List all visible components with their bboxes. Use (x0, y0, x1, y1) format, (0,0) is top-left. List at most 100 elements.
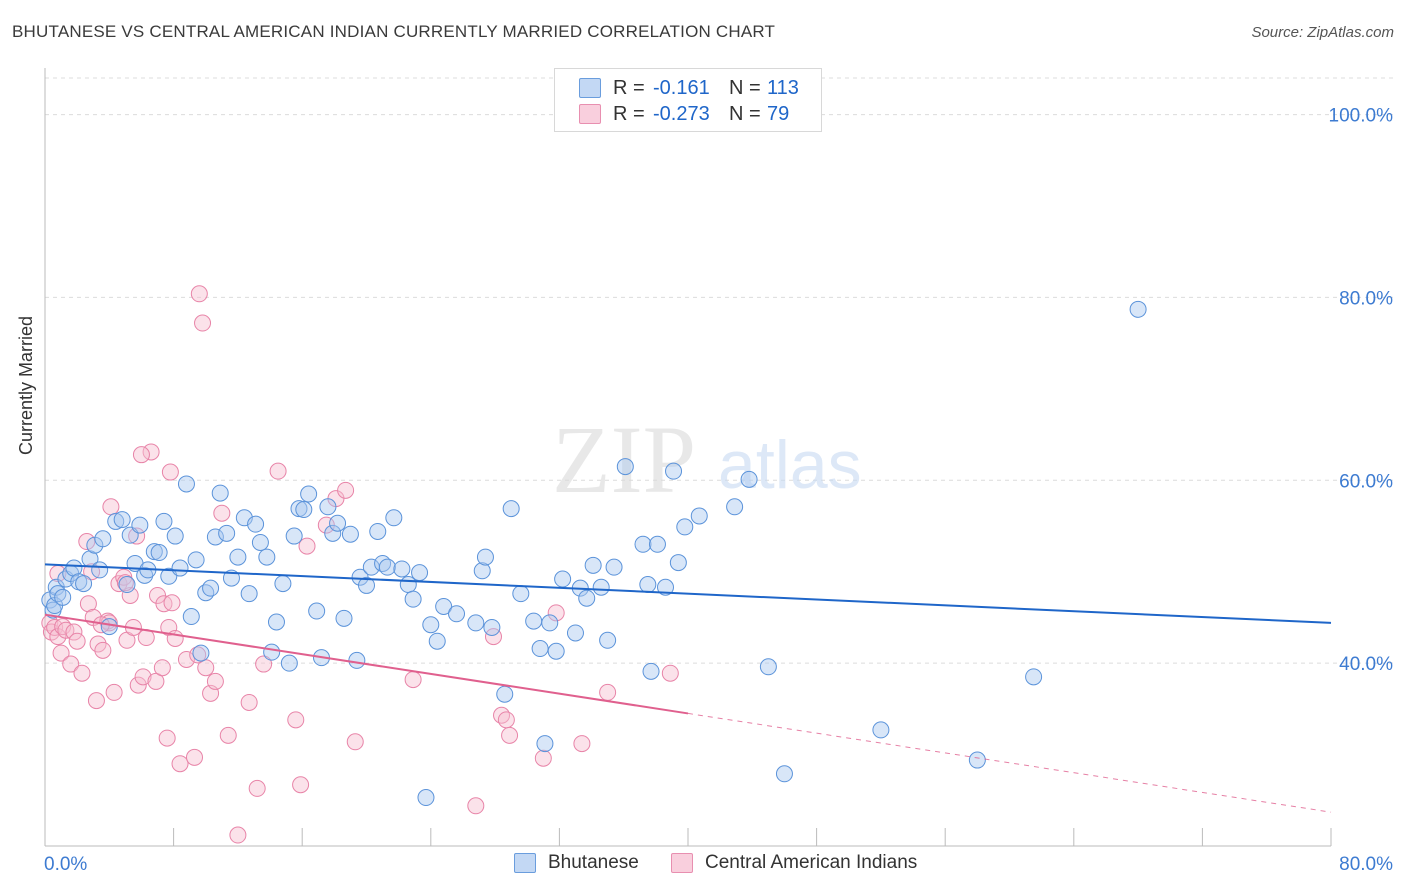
data-point (726, 498, 744, 516)
data-point (329, 514, 347, 532)
data-point (229, 826, 247, 844)
legend-n-value: 79 (767, 102, 790, 125)
data-point (759, 658, 777, 676)
data-point (348, 651, 366, 669)
trend-line-extension (687, 712, 1332, 813)
legend-r-label: R = (613, 76, 645, 99)
data-point (269, 462, 287, 480)
data-point (308, 602, 326, 620)
data-point (218, 524, 236, 542)
data-point (102, 498, 120, 516)
data-point (525, 612, 543, 630)
data-point (145, 543, 163, 561)
data-point (319, 498, 337, 516)
data-point (78, 533, 96, 551)
data-point (197, 584, 215, 602)
data-point (280, 654, 298, 672)
data-point (287, 711, 305, 729)
legend-row-central-american-indians: R = -0.273 N = 79 (555, 101, 789, 127)
x-tick-label: 0.0% (44, 854, 87, 875)
data-point (358, 576, 375, 594)
data-point (740, 470, 758, 488)
bottom-legend-label: Central American Indians (705, 852, 918, 873)
data-point (222, 569, 240, 587)
data-point (248, 779, 266, 797)
data-point (573, 735, 591, 753)
data-point (467, 797, 485, 815)
bottom-legend-bhutanese: Bhutanese (514, 852, 639, 874)
data-point (187, 551, 205, 569)
series-central-american-indians (41, 285, 679, 844)
data-point (775, 765, 793, 783)
data-point (107, 512, 125, 530)
legend-r-value: -0.161 (653, 76, 710, 99)
trend-line-central-american-indians (44, 613, 689, 715)
data-point (194, 314, 212, 332)
y-tick-label: 60.0% (1339, 471, 1393, 492)
legend-box: R = -0.161 N = 113 R = -0.273 N = 79 (554, 68, 822, 132)
data-point (422, 616, 440, 634)
data-point (68, 632, 86, 650)
data-point (341, 525, 359, 543)
data-point (467, 614, 485, 632)
data-point (263, 643, 281, 661)
data-point (337, 481, 355, 499)
data-point (476, 548, 494, 566)
data-point (648, 535, 666, 553)
data-point (54, 588, 72, 606)
data-point (642, 662, 660, 680)
data-point (404, 590, 422, 608)
y-tick-label: 100.0% (1329, 106, 1394, 127)
data-point (428, 632, 446, 650)
legend-n-label: N = (729, 76, 761, 99)
data-point (206, 528, 224, 546)
chart-source: Source: ZipAtlas.com (1251, 24, 1394, 41)
data-point (435, 597, 453, 615)
trend-lines (44, 563, 1332, 813)
data-point (177, 475, 195, 493)
legend-n-label: N = (729, 102, 761, 125)
data-point (634, 535, 652, 553)
data-point (91, 561, 109, 579)
data-point (129, 676, 147, 694)
data-point (52, 644, 70, 662)
data-point (385, 509, 403, 527)
data-point (605, 558, 623, 576)
bottom-legend-label: Bhutanese (548, 852, 639, 873)
data-point (229, 548, 247, 566)
watermark: ZIP atlas (552, 406, 862, 513)
data-point (292, 776, 310, 794)
data-point (65, 559, 83, 577)
data-point (592, 578, 610, 596)
data-point (656, 578, 674, 596)
data-point (251, 533, 269, 551)
data-point (171, 755, 189, 773)
data-point (274, 575, 292, 593)
data-point (132, 446, 150, 464)
data-point (417, 789, 435, 807)
data-point (240, 693, 258, 711)
data-point (121, 586, 139, 604)
data-point (206, 672, 224, 690)
data-point (483, 618, 501, 636)
data-point (171, 559, 189, 577)
data-point (335, 609, 353, 627)
data-point (346, 733, 364, 751)
data-point (136, 566, 154, 584)
data-point (285, 527, 303, 545)
data-point (393, 560, 411, 578)
data-point (547, 604, 565, 622)
data-point (94, 641, 112, 659)
bottom-legend-swatch-blue (514, 853, 536, 873)
data-point (369, 522, 387, 540)
data-point (65, 623, 83, 641)
data-point (240, 585, 258, 603)
data-point (192, 644, 210, 662)
data-point (1129, 300, 1147, 318)
legend-r-value: -0.273 (653, 102, 710, 125)
data-point (554, 570, 572, 588)
bottom-legend: Bhutanese Central American Indians (0, 852, 1406, 876)
data-point (473, 562, 491, 580)
trend-line-bhutanese (44, 563, 1332, 624)
